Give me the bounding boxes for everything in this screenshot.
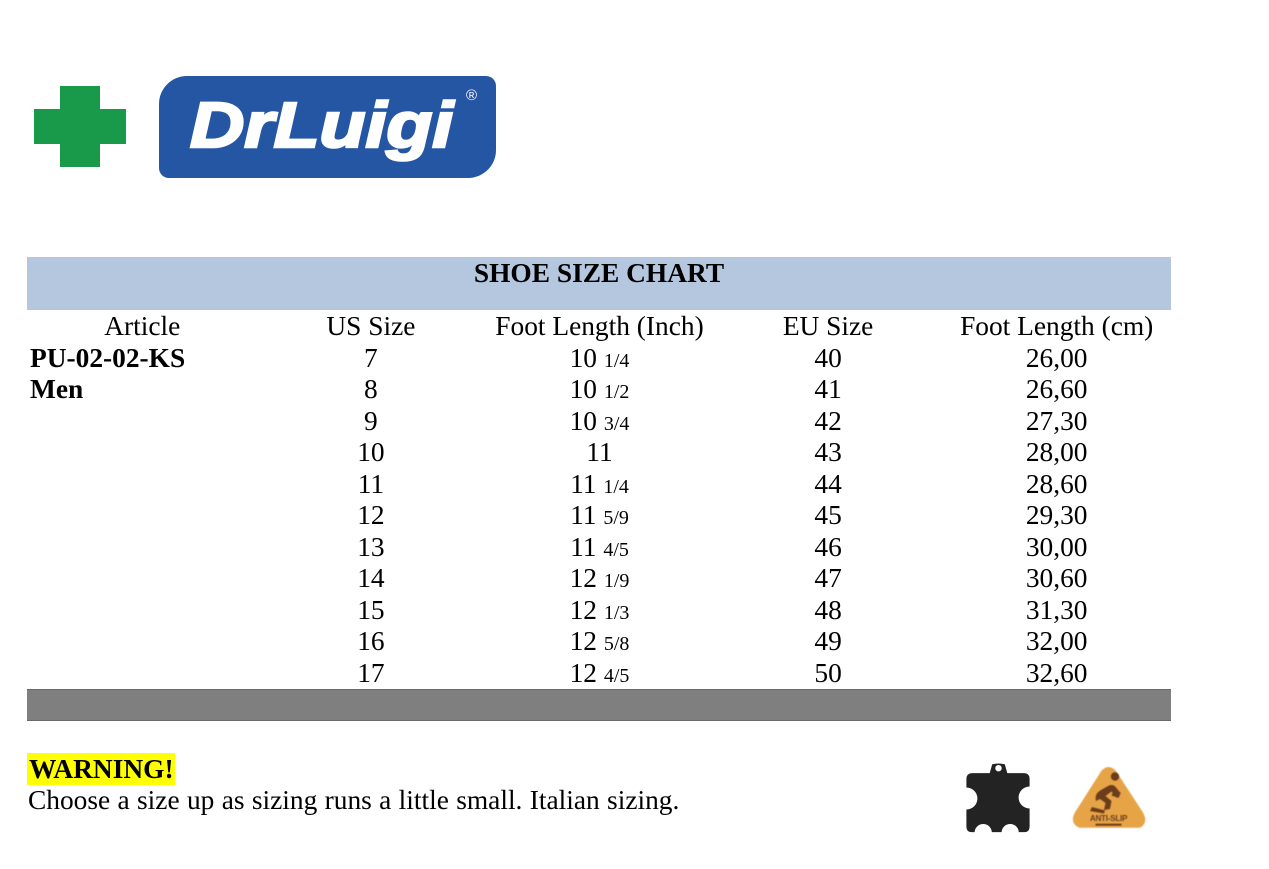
svg-text:ANTI-SLIP: ANTI-SLIP xyxy=(1090,814,1128,823)
